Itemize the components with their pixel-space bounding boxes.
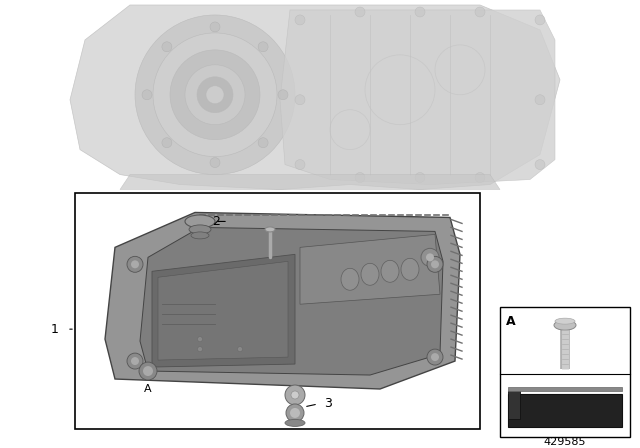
Text: A: A xyxy=(144,384,152,394)
Circle shape xyxy=(170,50,260,140)
Circle shape xyxy=(427,349,443,365)
Circle shape xyxy=(421,248,439,266)
Circle shape xyxy=(475,172,485,182)
Polygon shape xyxy=(140,228,443,375)
Bar xyxy=(508,394,622,427)
Ellipse shape xyxy=(554,320,576,330)
Circle shape xyxy=(285,385,305,405)
Ellipse shape xyxy=(381,260,399,282)
Circle shape xyxy=(258,138,268,148)
Circle shape xyxy=(295,159,305,169)
Circle shape xyxy=(131,357,139,365)
Circle shape xyxy=(198,336,202,342)
Circle shape xyxy=(431,260,439,268)
Polygon shape xyxy=(280,10,555,185)
Bar xyxy=(500,307,630,437)
Circle shape xyxy=(431,353,439,361)
Circle shape xyxy=(185,65,245,125)
Ellipse shape xyxy=(265,227,275,232)
Ellipse shape xyxy=(189,225,211,234)
Circle shape xyxy=(131,260,139,268)
Circle shape xyxy=(139,362,157,380)
Circle shape xyxy=(135,15,295,175)
Polygon shape xyxy=(120,175,500,190)
Circle shape xyxy=(426,254,434,261)
Text: 429585: 429585 xyxy=(544,437,586,447)
Text: 2: 2 xyxy=(212,215,220,228)
Circle shape xyxy=(127,353,143,369)
Circle shape xyxy=(143,366,153,376)
Bar xyxy=(75,193,480,429)
Polygon shape xyxy=(300,234,440,304)
Circle shape xyxy=(258,42,268,52)
Circle shape xyxy=(237,347,243,352)
Circle shape xyxy=(142,90,152,100)
Polygon shape xyxy=(158,261,288,360)
Text: A: A xyxy=(506,315,516,328)
Circle shape xyxy=(162,138,172,148)
Bar xyxy=(75,193,480,429)
Circle shape xyxy=(295,95,305,105)
Bar xyxy=(508,387,622,391)
Circle shape xyxy=(535,95,545,105)
Circle shape xyxy=(290,408,300,418)
Text: 3: 3 xyxy=(324,397,332,410)
Polygon shape xyxy=(105,212,460,389)
Text: 1: 1 xyxy=(51,323,59,336)
Circle shape xyxy=(535,159,545,169)
Ellipse shape xyxy=(361,263,379,285)
Circle shape xyxy=(427,256,443,272)
Circle shape xyxy=(162,42,172,52)
Polygon shape xyxy=(508,391,520,419)
Circle shape xyxy=(355,172,365,182)
Bar xyxy=(500,307,630,437)
Circle shape xyxy=(210,158,220,168)
Circle shape xyxy=(475,7,485,17)
Circle shape xyxy=(286,404,304,422)
Ellipse shape xyxy=(285,419,305,426)
Circle shape xyxy=(415,7,425,17)
Circle shape xyxy=(415,172,425,182)
Circle shape xyxy=(127,256,143,272)
Circle shape xyxy=(198,347,202,352)
Circle shape xyxy=(278,90,288,100)
Circle shape xyxy=(206,86,224,104)
Circle shape xyxy=(197,77,233,113)
Circle shape xyxy=(153,33,277,157)
Circle shape xyxy=(535,15,545,25)
Circle shape xyxy=(291,391,299,399)
Ellipse shape xyxy=(191,232,209,239)
Polygon shape xyxy=(152,254,295,367)
Circle shape xyxy=(295,15,305,25)
Ellipse shape xyxy=(401,258,419,280)
Polygon shape xyxy=(70,5,560,190)
Ellipse shape xyxy=(185,215,215,228)
Circle shape xyxy=(210,22,220,32)
Ellipse shape xyxy=(555,318,575,324)
Circle shape xyxy=(355,7,365,17)
Ellipse shape xyxy=(341,268,359,290)
